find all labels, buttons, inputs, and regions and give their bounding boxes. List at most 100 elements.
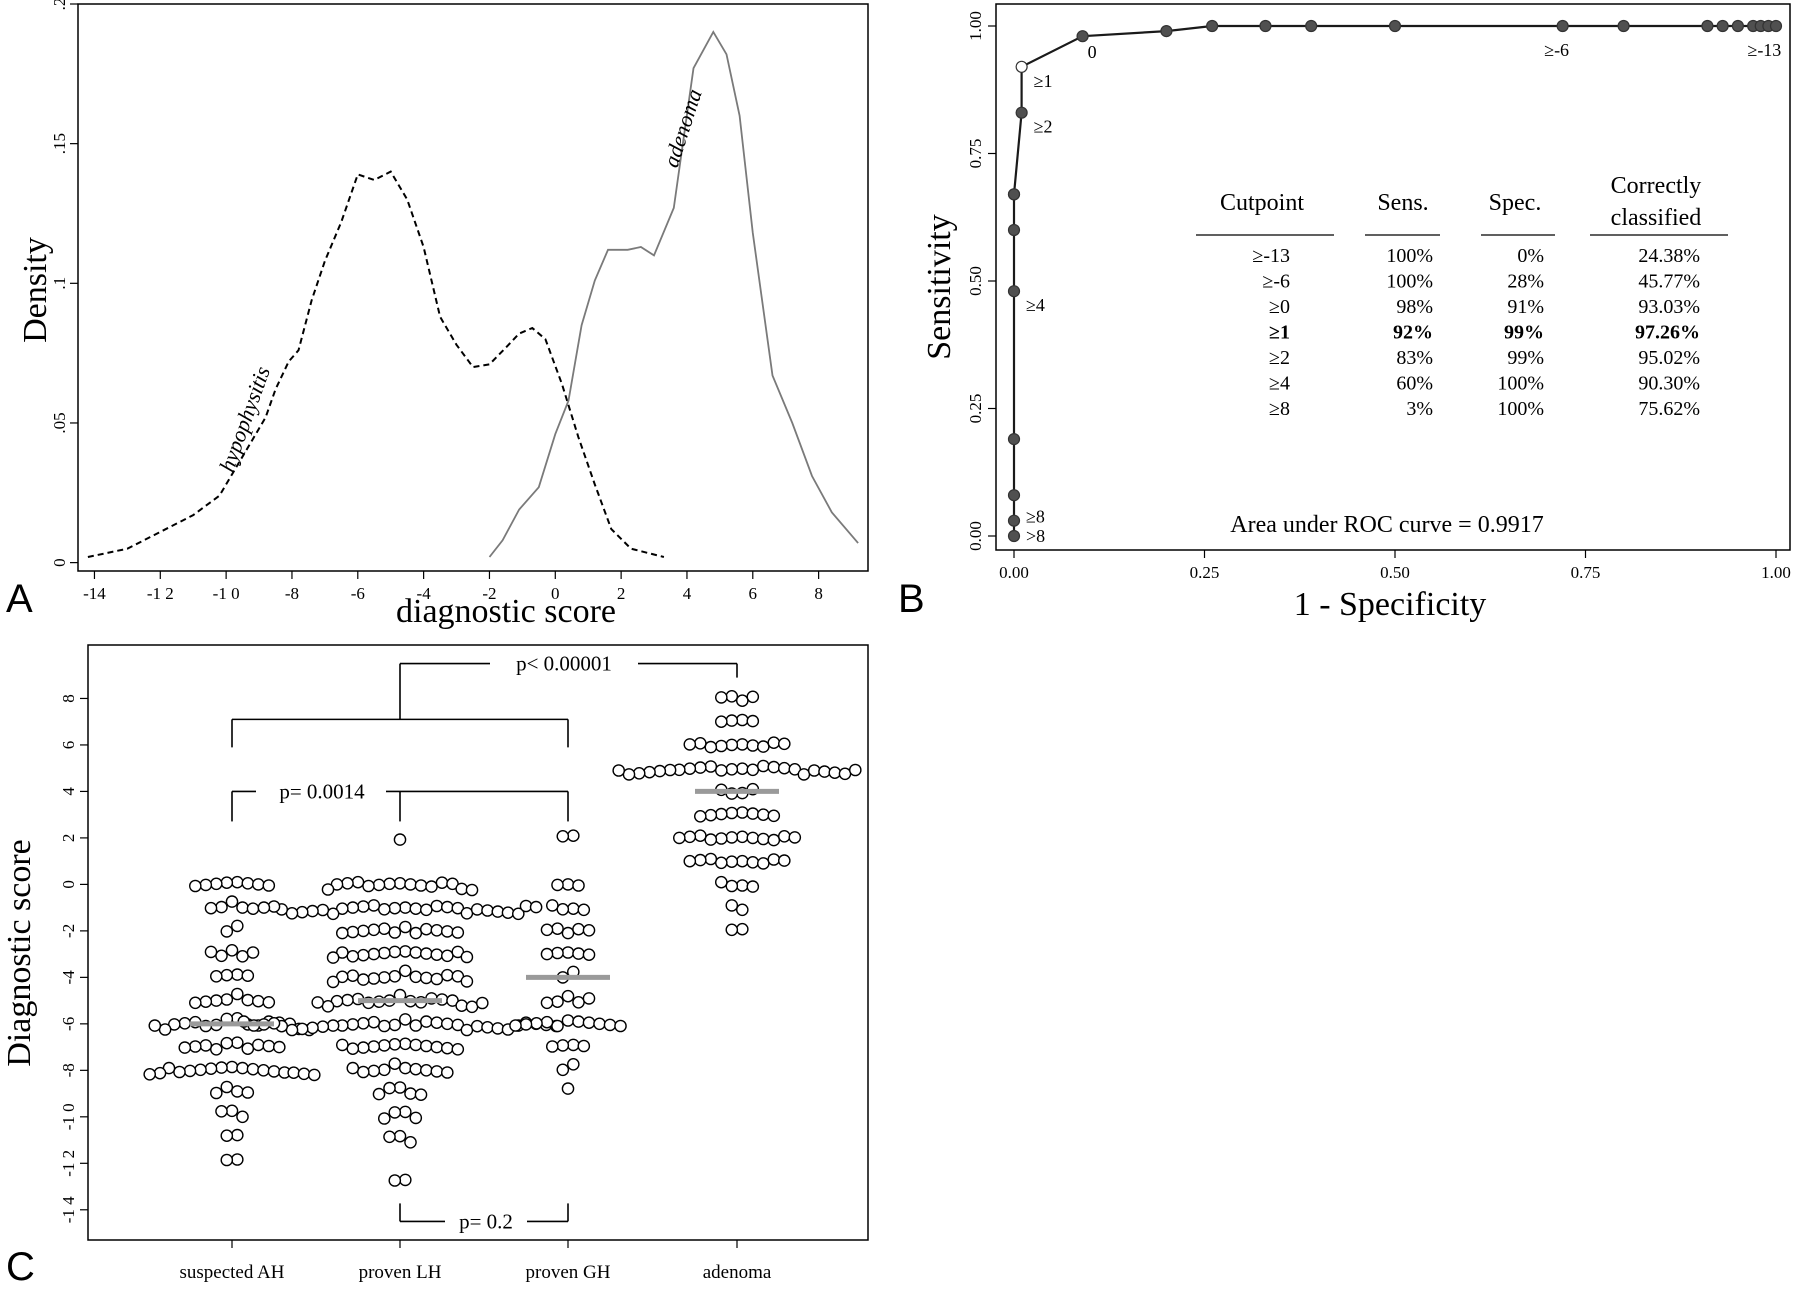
category-label: suspected AH xyxy=(179,1262,284,1283)
table-cell-spec: 0% xyxy=(1517,245,1544,267)
panel-b-x-axis-title: 1 - Specificity xyxy=(1294,586,1487,623)
roc-point xyxy=(1076,30,1089,43)
data-point xyxy=(582,948,596,962)
roc-point-label: 0 xyxy=(1088,42,1097,62)
p-value-label: p< 0.00001 xyxy=(516,652,612,676)
data-point xyxy=(509,1019,522,1032)
data-point xyxy=(622,768,636,781)
data-point xyxy=(209,1043,223,1056)
data-point xyxy=(409,1111,423,1125)
data-point xyxy=(481,1021,494,1034)
table-cell-sens: 3% xyxy=(1406,398,1433,420)
table-cell-sens: 83% xyxy=(1396,347,1433,369)
data-point xyxy=(241,1086,255,1099)
data-point xyxy=(241,877,255,890)
data-point xyxy=(377,971,391,984)
data-point xyxy=(715,832,728,845)
data-point xyxy=(367,1015,381,1029)
panel-c-category-ticks: suspected AH proven LH proven GH adenoma xyxy=(179,1240,772,1283)
panel-a-y-ticks: 0 .05 .1 .15 .2 xyxy=(50,0,78,567)
data-point xyxy=(704,833,718,846)
data-point xyxy=(262,879,276,892)
roc-point xyxy=(1015,106,1028,119)
y-tick-label: -8 xyxy=(59,1063,78,1077)
data-point xyxy=(663,763,677,777)
data-point xyxy=(230,1036,244,1049)
panel-b-frame xyxy=(995,3,1791,551)
data-point xyxy=(577,903,591,917)
data-point xyxy=(251,878,265,891)
data-point xyxy=(404,878,417,891)
panel-c-frame xyxy=(87,644,869,1241)
data-point xyxy=(440,925,454,938)
table-cell-sens: 100% xyxy=(1386,271,1433,293)
data-point xyxy=(725,879,739,893)
data-point xyxy=(398,964,412,978)
data-point xyxy=(220,1153,234,1167)
data-point xyxy=(383,1081,396,1095)
panel-letter-c: C xyxy=(6,1245,35,1289)
data-point xyxy=(849,763,862,777)
data-point xyxy=(251,1038,265,1052)
data-point xyxy=(316,1020,330,1033)
data-point xyxy=(178,1017,192,1030)
data-point xyxy=(460,975,474,988)
table-cell-cut: ≥4 xyxy=(1269,373,1290,395)
data-point xyxy=(409,946,423,959)
data-point xyxy=(460,907,474,920)
data-point xyxy=(346,969,360,983)
x-tick-label: -4 xyxy=(417,584,432,603)
panel-a-y-axis-title: Density xyxy=(17,237,54,343)
data-point xyxy=(546,1040,559,1053)
data-point xyxy=(326,907,340,921)
data-point xyxy=(778,854,791,867)
y-tick-label: 4 xyxy=(59,787,78,796)
data-point xyxy=(715,875,728,889)
data-point xyxy=(246,1062,260,1076)
data-point xyxy=(561,946,575,959)
data-point xyxy=(204,1062,218,1075)
data-point xyxy=(694,810,707,823)
roc-point xyxy=(1007,223,1021,237)
data-point xyxy=(746,856,760,869)
data-point xyxy=(194,1063,207,1077)
data-point xyxy=(356,1065,370,1079)
data-point xyxy=(306,904,319,918)
data-point xyxy=(356,948,370,962)
panel-c-dot-plot: -1 4 -1 2 -1 0 -8 -6 -4 -2 0 2 4 6 8 suspected AH pr… xyxy=(1,644,869,1289)
data-point xyxy=(346,1061,360,1075)
data-point xyxy=(335,926,349,940)
data-point xyxy=(725,763,739,776)
roc-point-label: ≥-6 xyxy=(1544,40,1569,60)
data-point xyxy=(767,853,781,866)
data-point xyxy=(246,902,260,916)
data-point xyxy=(582,1016,596,1030)
data-point xyxy=(736,830,749,844)
data-point xyxy=(715,739,728,753)
data-point xyxy=(425,880,438,893)
data-point xyxy=(388,1106,402,1119)
data-point xyxy=(725,899,739,912)
y-tick-label: -6 xyxy=(59,1017,78,1031)
table-cell-cc: 45.77% xyxy=(1638,271,1700,293)
data-point xyxy=(404,1087,417,1100)
density-line-hypophysitis xyxy=(87,170,665,558)
data-point xyxy=(746,739,760,752)
data-point xyxy=(430,972,444,986)
data-point xyxy=(414,879,428,892)
data-point xyxy=(694,853,707,867)
data-point xyxy=(257,901,271,914)
data-point xyxy=(736,854,749,868)
roc-point xyxy=(1007,529,1021,543)
data-point xyxy=(430,899,444,913)
data-point xyxy=(188,879,202,893)
data-point xyxy=(540,923,554,937)
y-tick-label: .05 xyxy=(50,412,69,433)
roc-point xyxy=(1007,188,1021,201)
data-point xyxy=(465,883,479,897)
table-cell-cut: ≥-6 xyxy=(1262,271,1290,293)
data-point xyxy=(715,807,728,821)
data-point xyxy=(419,947,433,960)
panel-c-y-axis-title: Diagnostic score xyxy=(1,839,38,1067)
